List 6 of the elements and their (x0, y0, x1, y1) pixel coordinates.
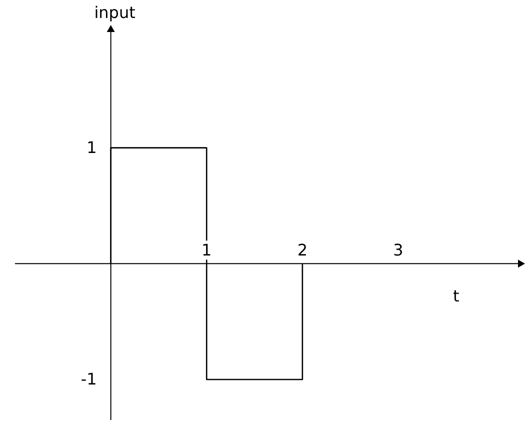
y-tick-label: -1 (80, 370, 97, 389)
x-tick-label: 2 (297, 240, 308, 260)
x-tick-label: 1 (202, 240, 212, 260)
x-tick-label: 3 (393, 240, 404, 260)
y-axis-title: input (94, 3, 136, 22)
x-axis-title: t (453, 286, 460, 306)
